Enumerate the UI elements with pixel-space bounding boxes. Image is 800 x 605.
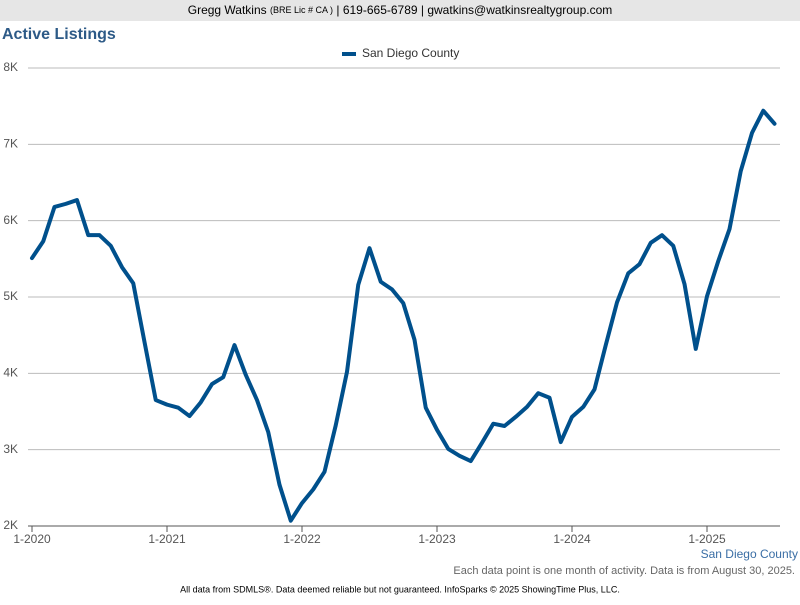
- source: All data from SDMLS®. Data deemed reliab…: [180, 584, 620, 594]
- x-tick-label: 1-2021: [148, 532, 186, 546]
- x-tick-label: 1-2020: [13, 532, 51, 546]
- y-tick-label: 7K: [3, 137, 18, 151]
- chart-title: Active Listings: [2, 26, 116, 43]
- x-tick-label: 1-2025: [688, 532, 726, 546]
- y-tick-label: 6K: [3, 213, 18, 227]
- y-tick-label: 5K: [3, 289, 18, 303]
- legend-label: San Diego County: [362, 46, 459, 60]
- series-label: San Diego County: [701, 547, 798, 561]
- header-bar: [0, 0, 800, 21]
- agent-name: Gregg Watkins: [188, 3, 267, 17]
- series-line: [30, 108, 777, 523]
- header: Gregg Watkins (BRE Lic # CA ) | 619-665-…: [188, 3, 613, 17]
- contact: | 619-665-6789 | gwatkins@watkinsrealtyg…: [336, 3, 612, 17]
- y-tick-label: 2K: [3, 518, 18, 532]
- x-tick-label: 1-2024: [553, 532, 591, 546]
- x-tick-label: 1-2023: [418, 532, 456, 546]
- y-tick-label: 3K: [3, 442, 18, 456]
- note: Each data point is one month of activity…: [453, 565, 795, 577]
- x-tick-label: 1-2022: [283, 532, 321, 546]
- y-tick-label: 8K: [3, 60, 18, 74]
- license: (BRE Lic # CA ): [270, 5, 333, 15]
- y-tick-label: 4K: [3, 366, 18, 380]
